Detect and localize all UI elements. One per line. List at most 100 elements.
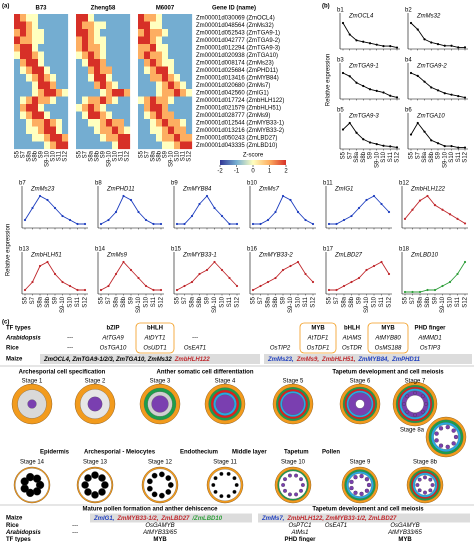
heatmap-cell [112,81,119,90]
point [122,194,125,198]
heatmap-cell [82,119,89,127]
row-label: Zm00001d043335 (ZmLBD10) [196,143,277,149]
heatmap-cell [94,21,101,30]
heatmap-cell [26,81,33,90]
heatmap-cell [20,51,27,60]
point [457,95,460,98]
table-cell: bZIP [107,326,120,332]
heatmap-cell [38,59,45,67]
heatmap-cell [26,96,33,105]
point [53,206,57,210]
heatmap-cell [20,104,27,112]
cell-layer [355,399,365,409]
heatmap-cell [76,51,83,60]
x-tick-label: S9 [39,150,45,158]
heatmap-cell [112,29,119,37]
cell [26,488,35,498]
heatmap-cell [106,89,113,97]
heatmap-cell [150,29,157,37]
heatmap-cell [138,44,145,52]
heatmap-cell [62,126,69,135]
x-tick-label: S9-10 [136,296,142,313]
heatmap-cell [156,29,163,37]
row-label: Zm00001d050243 (ZmLBD27) [196,135,277,141]
heatmap-cell [156,96,163,105]
heatmap-cell [180,81,187,90]
heatmap-cell [156,21,163,30]
point [259,284,262,288]
heatmap-cell [112,111,119,120]
heatmap-cell [32,141,39,150]
table-cell: OsMS188 [375,346,402,352]
heatmap-cell [44,111,51,120]
heatmap-cell [20,29,27,37]
heatmap-cell [150,141,157,150]
row-label: Zm00001d020938 (ZmTGA10) [196,53,278,59]
heatmap-cell [62,119,69,127]
point [463,222,467,225]
heatmap-cell [14,36,21,45]
heatmap-cell [32,21,39,30]
point [296,210,300,214]
x-tick-label: S12 [387,296,393,307]
table-cell: OsTIP2 [270,346,291,352]
table-cell: --- [192,336,198,342]
heatmap-cell [44,14,51,22]
cell [211,483,216,487]
heatmap-cell [14,141,21,150]
panel-label: b16 [247,247,258,253]
heatmap-cell [56,119,63,127]
point [423,38,426,41]
heatmap-cell [150,74,157,82]
heatmap-cell [186,29,193,37]
point [68,284,72,288]
heatmap-cell [150,36,157,45]
x-tick-label: S8a [27,150,33,161]
colorbar-title: Z-score [243,153,264,159]
gene-list: ZmMs23, ZmMs9, ZmbHLH51, ZmMYB84, ZmPHD11 [267,357,421,363]
heatmap-cell [94,134,101,142]
heatmap-cell [20,119,27,127]
x-tick-label: S5 [403,296,409,304]
x-tick-label: S10 [449,151,455,162]
heatmap-cell [144,29,151,37]
heatmap-cell [32,29,39,37]
heatmap-cell [138,14,145,22]
heatmap-cell [180,96,187,105]
heatmap-cell [180,141,187,150]
heatmap-cell [38,111,45,120]
heatmap-cell [112,59,119,67]
heatmap-cell [20,89,27,97]
x-tick-label: S7 [106,296,112,304]
heatmap-cell [100,96,107,105]
heatmap-cell [44,44,51,52]
heatmap-cell [94,119,101,127]
heatmap-cell [168,74,175,82]
heatmap-cell [106,141,113,150]
cell [219,494,224,499]
heatmap-cell [94,59,101,67]
table-cell: OsGAMYB [390,523,419,529]
x-tick-label: S5 [327,296,333,304]
heatmap-cell [14,81,21,90]
heatmap-cell [168,134,175,142]
heatmap-cell [186,141,193,150]
x-tick-label: S8b [121,296,127,307]
panel-label: b7 [19,181,26,187]
heatmap-cell [174,66,181,75]
heatmap-cell [76,104,83,112]
point [443,44,446,47]
heatmap-cell [38,14,45,22]
heatmap-cell [50,74,57,82]
x-tick-label: S11 [75,296,81,307]
heatmap-cell [124,104,131,112]
x-tick-label: S9-10 [374,151,380,168]
section-title: Archesporial cell specification [19,370,106,376]
row-label: Arabidopsis [5,336,41,342]
cell [81,481,89,489]
heatmap-cell [138,74,145,82]
cell [213,476,218,481]
heatmap-cell [138,29,145,37]
heatmap-cell [174,111,181,120]
y-axis-label: Relative expression [326,54,332,106]
